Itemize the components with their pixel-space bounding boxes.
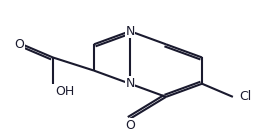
Text: O: O [15, 38, 24, 51]
Text: Cl: Cl [239, 90, 252, 103]
Text: N: N [125, 25, 135, 38]
Text: O: O [125, 119, 135, 132]
Text: N: N [125, 77, 135, 90]
Text: OH: OH [55, 85, 75, 98]
